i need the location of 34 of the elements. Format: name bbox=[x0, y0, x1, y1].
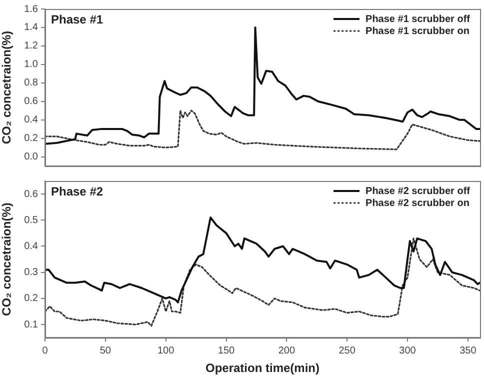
x-tick-label: 300 bbox=[399, 345, 416, 356]
y-tick-label: 0.2 bbox=[24, 133, 38, 144]
legend-label: Phase #2 scrubber on bbox=[366, 198, 470, 209]
x-tick-label: 150 bbox=[218, 345, 236, 356]
x-tick-label: 0 bbox=[42, 345, 48, 356]
y-tick-label: 0.4 bbox=[24, 241, 38, 252]
x-axis-title: Operation time(min) bbox=[205, 361, 320, 376]
legend-label: Phase #1 scrubber on bbox=[366, 26, 470, 37]
x-tick-label: 200 bbox=[278, 345, 296, 356]
y-tick-label: 0.2 bbox=[24, 293, 38, 304]
y-tick-label: 0.6 bbox=[24, 96, 38, 108]
y-tick-label: 0.6 bbox=[24, 188, 38, 200]
y-tick-label: 0.8 bbox=[24, 78, 38, 89]
y-axis-title: CO₂ concetraion(%) bbox=[0, 202, 14, 316]
y-tick-label: 0.5 bbox=[24, 214, 38, 226]
chart-title: Phase #1 bbox=[51, 12, 104, 26]
x-tick-label: 100 bbox=[157, 345, 175, 356]
y-tick-label: 0.4 bbox=[24, 114, 38, 126]
chart-title: Phase #2 bbox=[51, 184, 104, 198]
line-series bbox=[45, 110, 480, 150]
x-tick-label: 350 bbox=[460, 345, 477, 356]
line-series bbox=[45, 238, 480, 327]
legend-label: Phase #2 scrubber off bbox=[366, 186, 471, 197]
y-tick-label: 0.3 bbox=[24, 267, 38, 278]
y-tick-label: 0.1 bbox=[24, 319, 38, 330]
y-tick-label: 0.0 bbox=[24, 152, 38, 163]
x-tick-label: 250 bbox=[338, 345, 356, 356]
y-tick-label: 1.6 bbox=[24, 4, 38, 15]
y-axis-title: CO₂ concetraion(%) bbox=[0, 30, 14, 144]
y-tick-label: 1.0 bbox=[24, 59, 38, 70]
x-tick-label: 50 bbox=[100, 345, 112, 356]
y-tick-label: 1.2 bbox=[24, 40, 38, 52]
legend-label: Phase #1 scrubber off bbox=[366, 14, 471, 25]
y-tick-label: 1.4 bbox=[24, 22, 38, 34]
